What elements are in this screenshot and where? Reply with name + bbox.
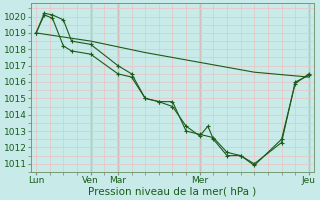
X-axis label: Pression niveau de la mer( hPa ): Pression niveau de la mer( hPa ) (88, 187, 257, 197)
